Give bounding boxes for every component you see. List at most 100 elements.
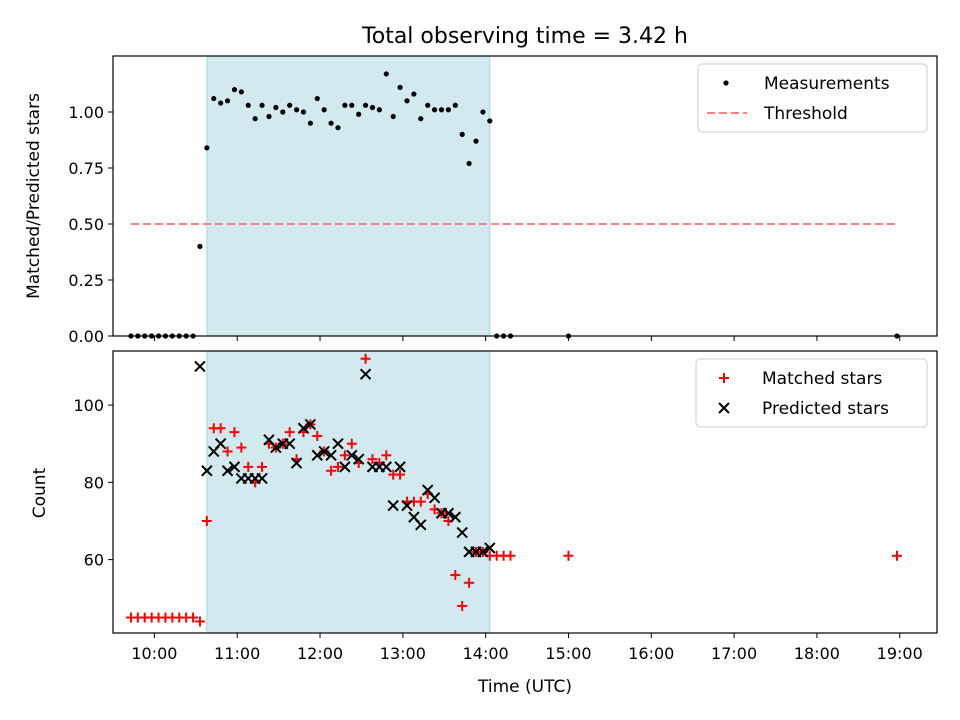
predicted-star-point [304, 418, 317, 431]
predicted-star-point [256, 472, 268, 485]
observing-window-shade [206, 56, 490, 336]
predicted-star-point [214, 438, 227, 450]
x-stroke-b [290, 457, 303, 469]
x-tick-label: 18:00 [794, 644, 840, 663]
matched-star-point [505, 550, 516, 561]
measurement-point [300, 109, 307, 115]
measurement-point [231, 87, 238, 93]
measurement-point [307, 120, 313, 126]
predicted-star-point [352, 453, 365, 465]
matched-star-point [464, 577, 475, 588]
x-stroke-b [415, 519, 427, 531]
matched-star-point [326, 465, 337, 476]
x-stroke-b [456, 526, 468, 539]
bottom-y-axis-label: Count [30, 467, 50, 518]
x-tick-label: 17:00 [711, 644, 757, 663]
measurement-point [438, 107, 445, 113]
measurement-point [459, 131, 465, 137]
measurement-point [487, 118, 493, 124]
predicted-star-point [387, 499, 399, 512]
matched-star-point [312, 430, 323, 441]
predicted-star-point [332, 438, 344, 450]
matched-star-point [229, 427, 240, 438]
x-stroke-b [387, 499, 399, 512]
x-stroke-b [256, 472, 268, 485]
measurement-point [376, 107, 382, 113]
x-stroke-b [484, 542, 496, 554]
legend-label: Matched stars [762, 369, 882, 389]
measurement-point [473, 138, 479, 144]
matched-star-point [395, 469, 406, 480]
measurement-point [293, 107, 300, 113]
x-stroke-b [270, 441, 282, 454]
x-stroke-b [346, 449, 358, 462]
x-stroke-b [325, 449, 337, 462]
measurement-point [362, 102, 369, 108]
measurement-point [383, 71, 389, 77]
y-tick-label: 0.25 [68, 271, 104, 290]
axes-frame [112, 55, 938, 337]
matched-star-point [215, 423, 226, 434]
predicted-star-point [442, 507, 455, 519]
y-tick-label: 0.00 [68, 327, 104, 346]
x-stroke-b [339, 461, 351, 473]
predicted-star-point [221, 465, 234, 477]
measurement-point [211, 95, 217, 102]
matched-star-point [194, 616, 205, 627]
measurement-point [259, 102, 265, 108]
x-stroke-b [380, 461, 392, 473]
legend-label: Measurements [764, 74, 890, 94]
measurement-point [321, 107, 327, 113]
predicted-star-point [318, 445, 330, 458]
measurement-point [480, 109, 486, 115]
matched-star-point [346, 438, 357, 449]
measurement-point [266, 113, 272, 120]
predicted-star-point [228, 461, 241, 473]
legend-swatch-measurements [723, 80, 729, 86]
matched-star-point [367, 454, 378, 465]
measurement-point [397, 84, 403, 90]
legend-label: Predicted stars [762, 399, 889, 419]
measurement-point [204, 145, 210, 151]
legend: Matched stars Predicted stars [695, 358, 928, 428]
x-stroke-b [394, 461, 406, 473]
chart-title: Total observing time = 3.42 h [361, 24, 688, 49]
x-stroke-b [332, 438, 344, 450]
axes-frame [112, 350, 938, 634]
predicted-star-point [401, 499, 413, 512]
predicted-star-point [415, 519, 427, 531]
matched-star-point [381, 450, 392, 461]
measurement-point [328, 120, 334, 126]
x-stroke-b [304, 418, 317, 431]
x-stroke-b [194, 360, 206, 373]
y-tick-label: 0.75 [68, 159, 104, 178]
predicted-star-point [346, 449, 358, 462]
x-tick-label: 19:00 [877, 644, 923, 663]
measurement-point [425, 102, 431, 108]
legend: Measurements Threshold [697, 63, 928, 133]
predicted-star-point [456, 526, 468, 539]
matched-star-point [188, 612, 199, 623]
x-tick-label: 15:00 [545, 644, 591, 663]
matched-star-point [284, 427, 295, 438]
y-tick-label: 0.50 [68, 215, 104, 234]
x-stroke-b [408, 511, 420, 523]
x-stroke-b [421, 484, 434, 496]
x-tick-label: 13:00 [380, 644, 426, 663]
x-stroke-b [214, 438, 227, 450]
measurement-point [452, 102, 458, 108]
y-tick-label: 1.00 [68, 103, 104, 122]
x-stroke-b [428, 492, 441, 504]
measurement-point [287, 102, 293, 108]
predicted-star-point [201, 465, 213, 477]
measurement-point [356, 111, 362, 117]
matched-star-point [563, 550, 574, 561]
y-tick-label: 80 [84, 473, 104, 492]
matched-star-point [339, 450, 350, 461]
measurement-point [314, 95, 320, 102]
measurement-point [238, 89, 244, 95]
x-stroke-b [221, 465, 234, 477]
predicted-star-point [297, 422, 310, 434]
matched-star-point [360, 353, 371, 364]
